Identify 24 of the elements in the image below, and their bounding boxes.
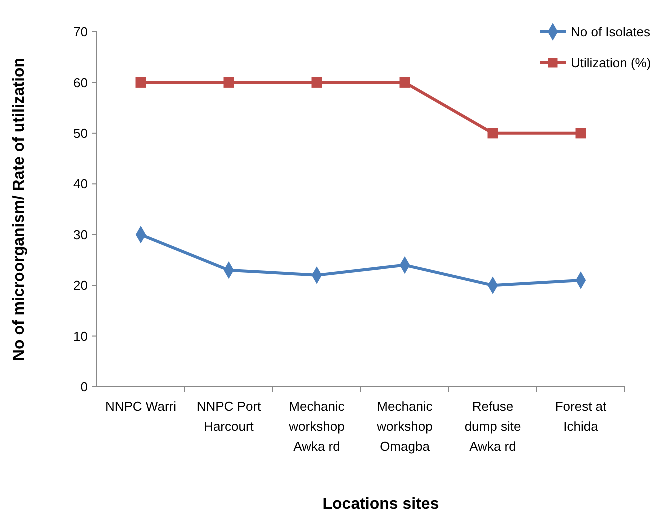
y-tick-label: 0 [80,380,88,395]
y-tick-label: 20 [74,278,88,294]
y-tick-label: 70 [74,24,88,40]
point [224,77,234,88]
legend-label: Utilization (%) [571,56,652,71]
point [576,128,586,139]
x-tick-label: NNPC Port Harcourt [196,399,262,434]
x-tick-label: Mechanic workshop Omagba [376,399,434,454]
y-tick-label: 60 [74,75,88,90]
x-tick-label: Refuse dump site Awka rd [464,399,522,454]
point [136,77,146,88]
x-tick-label: Mechanic workshop Awka rd [288,399,346,454]
y-tick-label: 10 [74,328,88,344]
point [488,128,498,139]
y-axis-title: No of microorganism/ Rate of utilization [11,58,28,362]
y-tick-label: 40 [74,176,88,192]
x-tick-label: Forest at Ichida [555,399,608,434]
x-tick-label: NNPC Warri [105,399,177,414]
y-tick-label: 50 [74,126,88,141]
x-axis-title: Locations sites [322,496,440,513]
point [400,77,410,88]
y-tick-label: 30 [74,227,88,242]
legend-label: No of Isolates [571,24,651,40]
point [312,77,322,88]
